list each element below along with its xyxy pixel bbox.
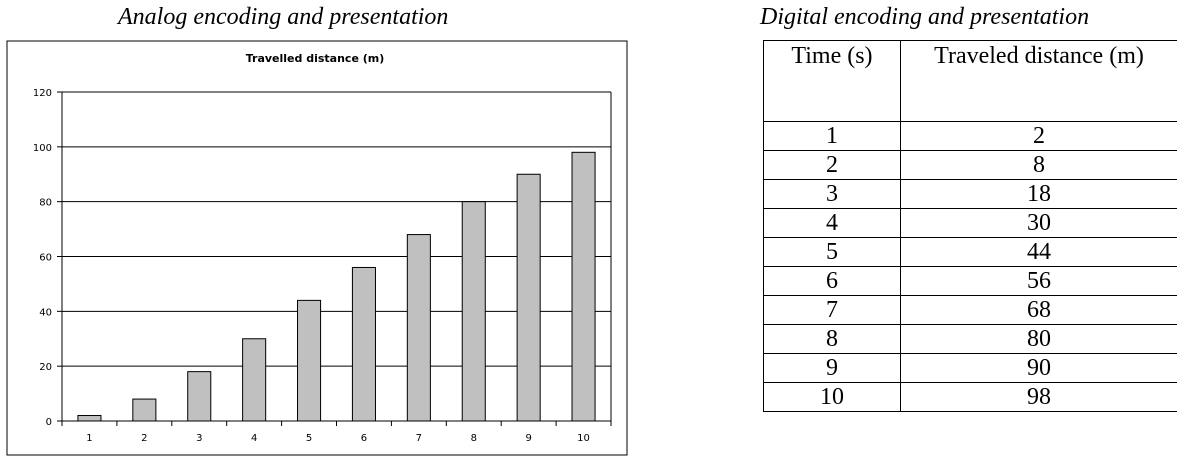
time-cell: 4: [763, 208, 901, 238]
distance-cell: 98: [900, 382, 1177, 412]
y-tick-label: 120: [33, 88, 52, 99]
table-row: 8 80: [763, 324, 1177, 354]
time-cell: 2: [763, 150, 901, 180]
bar-chart: Travelled distance (m) 0 20 40 60 80 100 120 1 2…: [6, 40, 628, 456]
bar: [77, 415, 102, 422]
distance-cell: 56: [900, 266, 1177, 296]
distance-cell: 2: [900, 121, 1177, 151]
table-row: 6 56: [763, 266, 1177, 296]
table-row: 3 18: [763, 179, 1177, 209]
distance-cell: 30: [900, 208, 1177, 238]
table-row: 9 90: [763, 353, 1177, 383]
table-row: 4 30: [763, 208, 1177, 238]
y-tick-label: 80: [39, 198, 52, 209]
distance-table: Time (s) Traveled distance (m) 1 2 2 8 3 18 4 3…: [763, 40, 1177, 412]
bar: [351, 266, 376, 422]
x-tick-label: 3: [196, 433, 202, 444]
x-tick-label: 7: [416, 433, 422, 444]
distance-cell: 90: [900, 353, 1177, 383]
bar: [242, 338, 267, 422]
chart-title: Travelled distance (m): [246, 52, 385, 65]
y-tick-label: 40: [39, 307, 52, 318]
time-cell: 5: [763, 237, 901, 267]
x-tick-label: 1: [86, 433, 92, 444]
x-tick-label: 2: [141, 433, 147, 444]
time-cell: 3: [763, 179, 901, 209]
time-cell: 1: [763, 121, 901, 151]
time-cell: 7: [763, 295, 901, 325]
time-cell: 8: [763, 324, 901, 354]
digital-caption: Digital encoding and presentation: [760, 4, 1090, 30]
distance-cell: 8: [900, 150, 1177, 180]
distance-cell: 80: [900, 324, 1177, 354]
distance-cell: 68: [900, 295, 1177, 325]
time-cell: 9: [763, 353, 901, 383]
bar: [571, 151, 596, 422]
y-tick-label: 60: [39, 253, 52, 264]
bar: [461, 201, 486, 422]
x-tick-label: 5: [306, 433, 312, 444]
distance-cell: 18: [900, 179, 1177, 209]
distance-cell: 44: [900, 237, 1177, 267]
table-row: 7 68: [763, 295, 1177, 325]
time-cell: 10: [763, 382, 901, 412]
x-tick-label: 6: [361, 433, 367, 444]
bar: [132, 398, 157, 422]
x-tick-label: 8: [471, 433, 477, 444]
table-row: 10 98: [763, 382, 1177, 412]
x-tick-label: 4: [251, 433, 257, 444]
bar: [297, 299, 322, 422]
y-tick-label: 0: [46, 417, 52, 428]
bar: [516, 173, 541, 422]
x-tick-label: 10: [577, 433, 590, 444]
y-tick-label: 100: [33, 143, 52, 154]
time-cell: 6: [763, 266, 901, 296]
x-tick-label: 9: [525, 433, 531, 444]
time-header: Time (s): [763, 40, 901, 122]
distance-header: Traveled distance (m): [900, 40, 1177, 122]
bar: [406, 234, 431, 422]
table-row: 5 44: [763, 237, 1177, 267]
bar: [187, 371, 212, 422]
analog-caption: Analog encoding and presentation: [118, 4, 449, 30]
y-tick-label: 20: [39, 362, 52, 373]
table-header-row: Time (s) Traveled distance (m): [763, 40, 1177, 122]
